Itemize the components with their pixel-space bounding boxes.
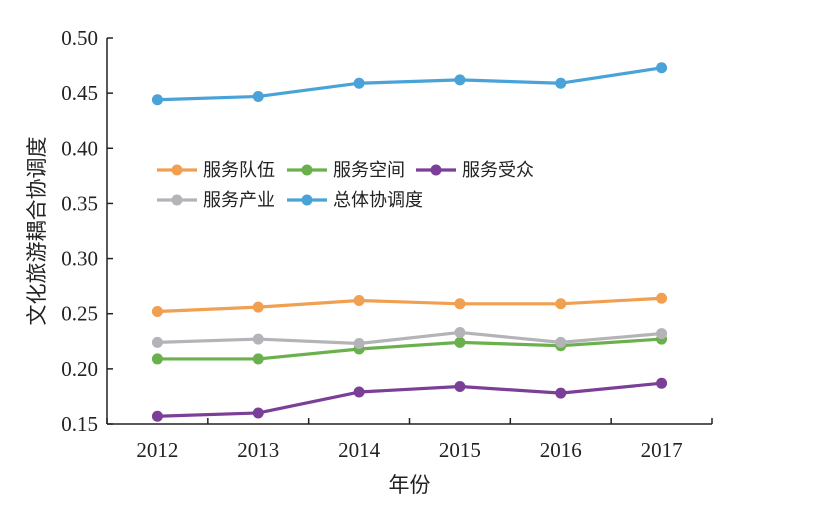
data-point xyxy=(555,336,567,348)
data-point xyxy=(252,301,264,313)
legend-item: 服务受众 xyxy=(416,160,534,181)
data-point xyxy=(353,337,365,349)
data-point xyxy=(555,298,567,310)
x-tick-label: 2015 xyxy=(439,438,481,462)
series-1 xyxy=(151,292,668,318)
series-line xyxy=(155,330,664,346)
axes: 0.15 0.20 0.25 0.30 0.35 0.40 0.45 0.50 2012 2013… xyxy=(61,26,713,462)
legend-label: 服务队伍 xyxy=(203,160,275,181)
legend-swatch-marker xyxy=(171,164,183,176)
data-point xyxy=(151,410,163,422)
y-tick-label: 0.35 xyxy=(61,191,98,215)
legend-item: 服务队伍 xyxy=(157,160,275,181)
y-axis-title: 文化旅游耦合协调度 xyxy=(25,137,49,326)
legend-swatch-marker xyxy=(301,194,313,206)
data-point xyxy=(454,298,466,310)
data-point xyxy=(454,381,466,393)
data-point xyxy=(252,90,264,102)
y-tick-label: 0.45 xyxy=(61,81,98,105)
legend-label: 服务受众 xyxy=(462,160,534,181)
data-point xyxy=(353,77,365,89)
y-tick-label: 0.15 xyxy=(61,412,98,436)
series-line xyxy=(155,66,664,102)
data-point xyxy=(656,328,668,340)
data-point xyxy=(151,336,163,348)
x-tick-label: 2013 xyxy=(237,438,279,462)
data-point xyxy=(555,77,567,89)
series-layer xyxy=(151,62,668,422)
data-point xyxy=(353,386,365,398)
y-tick-label: 0.40 xyxy=(61,136,98,160)
x-axis-title: 年份 xyxy=(389,473,431,497)
x-tick-label: 2014 xyxy=(338,438,381,462)
data-point xyxy=(151,94,163,106)
data-point xyxy=(454,74,466,86)
legend-item: 服务空间 xyxy=(287,160,405,181)
legend-swatch-marker xyxy=(430,164,442,176)
y-tick-label: 0.25 xyxy=(61,302,98,326)
legend-item: 服务产业 xyxy=(157,190,275,211)
data-point xyxy=(656,292,668,304)
data-point xyxy=(252,407,264,419)
y-tick-label: 0.50 xyxy=(61,26,98,50)
data-point xyxy=(454,336,466,348)
data-point xyxy=(252,353,264,365)
x-tick-label: 2017 xyxy=(641,438,683,462)
data-point xyxy=(151,353,163,365)
series-line xyxy=(155,381,664,418)
series-4 xyxy=(151,326,668,349)
series-3 xyxy=(151,377,668,422)
x-tick-label: 2016 xyxy=(540,438,582,462)
data-point xyxy=(555,387,567,399)
legend-label: 服务空间 xyxy=(333,160,405,181)
y-tick-label: 0.30 xyxy=(61,247,98,271)
series-line xyxy=(155,337,664,361)
data-point xyxy=(151,306,163,318)
legend-item: 总体协调度 xyxy=(287,190,423,211)
data-point xyxy=(353,294,365,306)
data-point xyxy=(454,326,466,338)
series-line xyxy=(155,296,664,314)
legend-label: 服务产业 xyxy=(203,190,275,211)
legend-label: 总体协调度 xyxy=(333,190,423,211)
x-tick-label: 2012 xyxy=(136,438,178,462)
legend-swatch-marker xyxy=(301,164,313,176)
data-point xyxy=(656,377,668,389)
y-tick-label: 0.20 xyxy=(61,357,98,381)
series-5 xyxy=(151,62,668,106)
legend-swatch-marker xyxy=(171,194,183,206)
data-point xyxy=(252,333,264,345)
data-point xyxy=(656,62,668,74)
